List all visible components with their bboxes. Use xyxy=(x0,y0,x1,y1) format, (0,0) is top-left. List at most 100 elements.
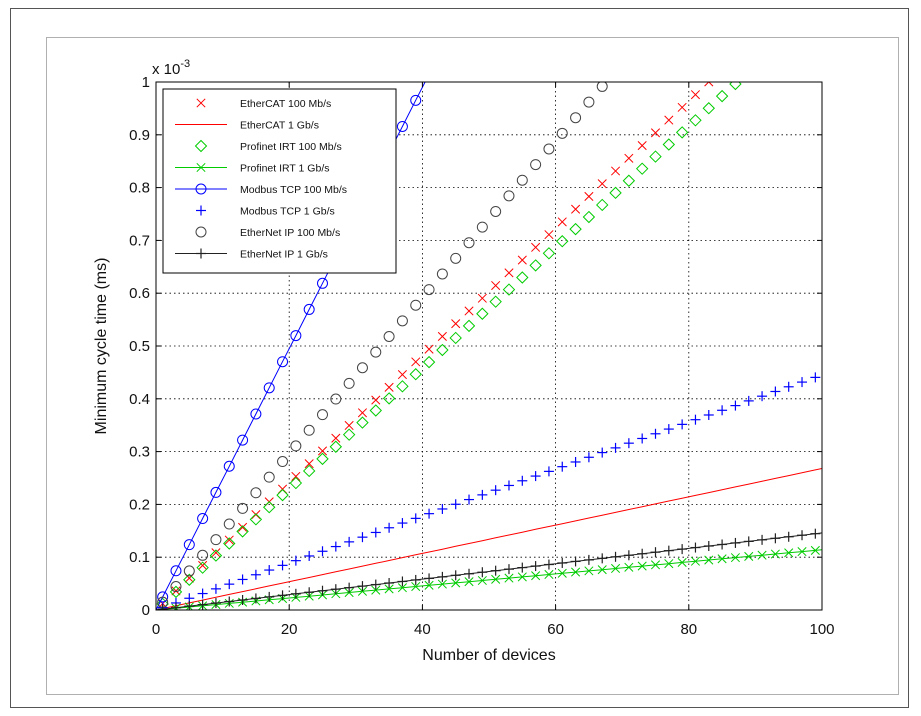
grid-lines xyxy=(156,82,822,610)
data-point xyxy=(690,542,701,553)
data-point xyxy=(436,343,449,357)
y-tick-label: 0.2 xyxy=(129,496,150,513)
data-point xyxy=(503,190,515,202)
data-point xyxy=(464,306,474,316)
data-point xyxy=(677,419,688,430)
data-point xyxy=(542,247,556,260)
data-point xyxy=(502,283,516,296)
data-point xyxy=(317,277,328,289)
data-point xyxy=(596,82,608,92)
data-point xyxy=(384,382,394,392)
data-point xyxy=(463,237,475,249)
data-point xyxy=(184,601,195,610)
data-point xyxy=(504,573,514,583)
data-point xyxy=(623,438,634,449)
series-0 xyxy=(158,82,714,609)
data-point xyxy=(664,115,674,125)
data-point xyxy=(491,574,501,584)
data-point xyxy=(584,191,594,201)
data-point xyxy=(237,574,248,585)
data-point xyxy=(770,533,781,544)
data-point xyxy=(677,102,687,112)
data-point xyxy=(396,120,408,132)
data-point xyxy=(450,252,462,264)
data-point xyxy=(610,551,621,562)
data-point xyxy=(663,424,674,435)
data-point xyxy=(224,596,235,607)
legend-entry: Profinet IRT 1 Gb/s xyxy=(175,163,330,175)
data-point xyxy=(570,112,582,124)
data-point xyxy=(663,545,674,556)
data-point xyxy=(223,460,235,472)
data-point xyxy=(596,198,609,212)
y-tick-label: 0.1 xyxy=(129,549,150,566)
data-point xyxy=(384,584,394,594)
data-point xyxy=(624,562,634,572)
y-tick-label: 0.5 xyxy=(129,338,150,355)
data-point xyxy=(329,440,343,453)
data-point xyxy=(689,114,702,127)
data-point xyxy=(209,549,223,562)
data-point xyxy=(530,159,542,171)
data-point xyxy=(290,555,301,566)
data-point xyxy=(330,541,341,552)
data-point xyxy=(531,571,541,581)
data-point xyxy=(623,550,634,561)
data-point xyxy=(344,536,355,547)
data-point xyxy=(250,593,261,604)
data-point xyxy=(197,588,208,599)
data-point xyxy=(236,525,249,538)
data-point xyxy=(730,400,741,411)
data-point xyxy=(157,604,168,610)
data-point xyxy=(291,471,301,481)
data-point xyxy=(490,565,501,576)
data-point xyxy=(571,567,581,577)
data-point xyxy=(491,280,501,291)
data-point xyxy=(383,330,395,342)
data-point xyxy=(342,428,356,441)
data-point xyxy=(571,204,581,214)
data-point xyxy=(397,518,408,529)
data-point xyxy=(317,446,328,456)
data-point xyxy=(238,522,248,532)
data-point xyxy=(464,577,474,587)
data-point xyxy=(289,476,303,490)
data-point xyxy=(264,591,275,602)
data-point xyxy=(183,573,196,586)
data-point xyxy=(277,456,289,468)
data-point xyxy=(210,534,222,546)
data-point xyxy=(397,576,408,587)
data-point xyxy=(371,585,381,595)
x-tick-label: 60 xyxy=(547,621,564,638)
data-point xyxy=(422,355,436,369)
y-tick-label: 0 xyxy=(142,602,150,619)
data-point xyxy=(424,344,434,354)
data-point xyxy=(384,522,395,533)
data-point xyxy=(703,541,714,552)
data-point xyxy=(610,442,621,453)
data-point xyxy=(303,303,315,315)
data-point xyxy=(344,582,355,593)
data-point xyxy=(437,331,447,341)
data-point xyxy=(717,405,728,416)
data-point xyxy=(211,548,221,558)
data-point xyxy=(330,584,341,595)
data-point xyxy=(490,485,501,496)
data-point xyxy=(637,140,647,151)
data-point xyxy=(462,319,476,333)
data-point xyxy=(277,560,288,571)
data-point xyxy=(664,559,674,569)
data-point xyxy=(290,330,302,342)
data-point xyxy=(729,82,742,91)
data-point xyxy=(744,551,754,561)
y-axis-label: Minimum cycle time (ms) xyxy=(93,258,110,435)
data-point xyxy=(423,284,435,296)
data-point xyxy=(197,549,209,561)
data-point xyxy=(397,370,407,380)
data-point xyxy=(584,566,594,576)
data-point xyxy=(344,420,354,431)
data-point xyxy=(730,553,740,563)
legend-label: EtherCAT 100 Mb/s xyxy=(240,98,331,110)
data-point xyxy=(637,433,648,444)
